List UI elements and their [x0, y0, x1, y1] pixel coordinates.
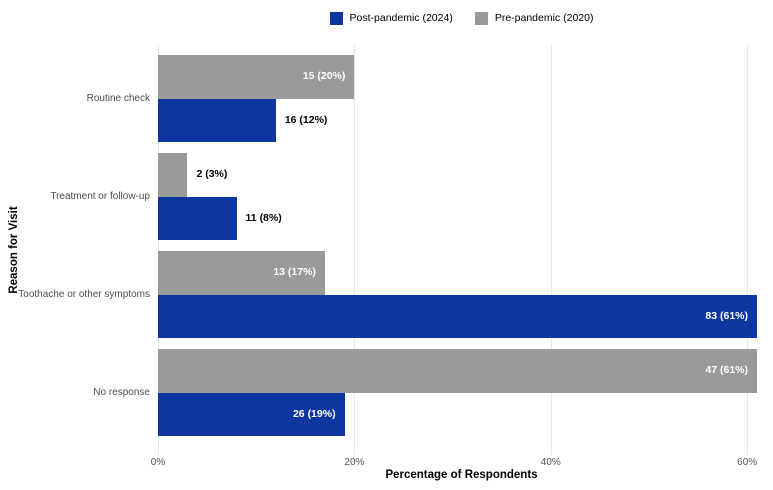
legend-label: Pre-pandemic (2020) [494, 12, 594, 24]
x-axis-title: Percentage of Respondents [385, 469, 538, 481]
legend: Post-pandemic (2024) Pre-pandemic (2020) [158, 7, 765, 29]
bar [158, 251, 325, 295]
bar-value-label: 83 (61%) [705, 309, 749, 322]
bar [158, 153, 188, 197]
gridline [747, 45, 749, 455]
gridline [158, 45, 159, 455]
bar-value-label: 13 (17%) [273, 266, 316, 278]
x-tick-label: 60% [737, 457, 758, 468]
legend-swatch [474, 11, 488, 25]
gridline [550, 45, 552, 455]
bar [158, 392, 345, 436]
bar-value-label: 16 (12%) [284, 113, 328, 126]
x-tick-label: 40% [540, 457, 561, 468]
bar-value-label: 26 (19%) [292, 407, 336, 420]
bar [158, 294, 758, 338]
legend-item: Pre-pandemic (2020) [474, 11, 594, 25]
bar [158, 349, 758, 393]
legend-swatch [329, 11, 343, 25]
bar [158, 55, 355, 99]
legend-item: Post-pandemic (2024) [329, 11, 453, 25]
bar [158, 196, 237, 240]
bar [158, 98, 276, 142]
gridline [354, 45, 356, 455]
bar-value-label: 47 (61%) [705, 364, 749, 376]
x-tick-label: 20% [344, 457, 365, 468]
plot-area: 15 (20%) 16 (12%) 2 (3%) 11 (8%) 13 (17%) 83 … [158, 45, 765, 455]
category-label: Routine check [86, 92, 150, 104]
legend-label: Post-pandemic (2024) [349, 12, 453, 24]
x-tick-label: 0% [150, 457, 166, 468]
bar-value-label: 15 (20%) [302, 70, 346, 82]
category-label: Toothache or other symptoms [18, 288, 150, 300]
bar-value-label: 11 (8%) [245, 211, 282, 224]
category-label: No response [93, 386, 150, 398]
y-axis-title: Reason for Visit [8, 206, 20, 294]
category-label: Treatment or follow-up [50, 190, 150, 202]
bar-value-label: 2 (3%) [196, 168, 228, 180]
